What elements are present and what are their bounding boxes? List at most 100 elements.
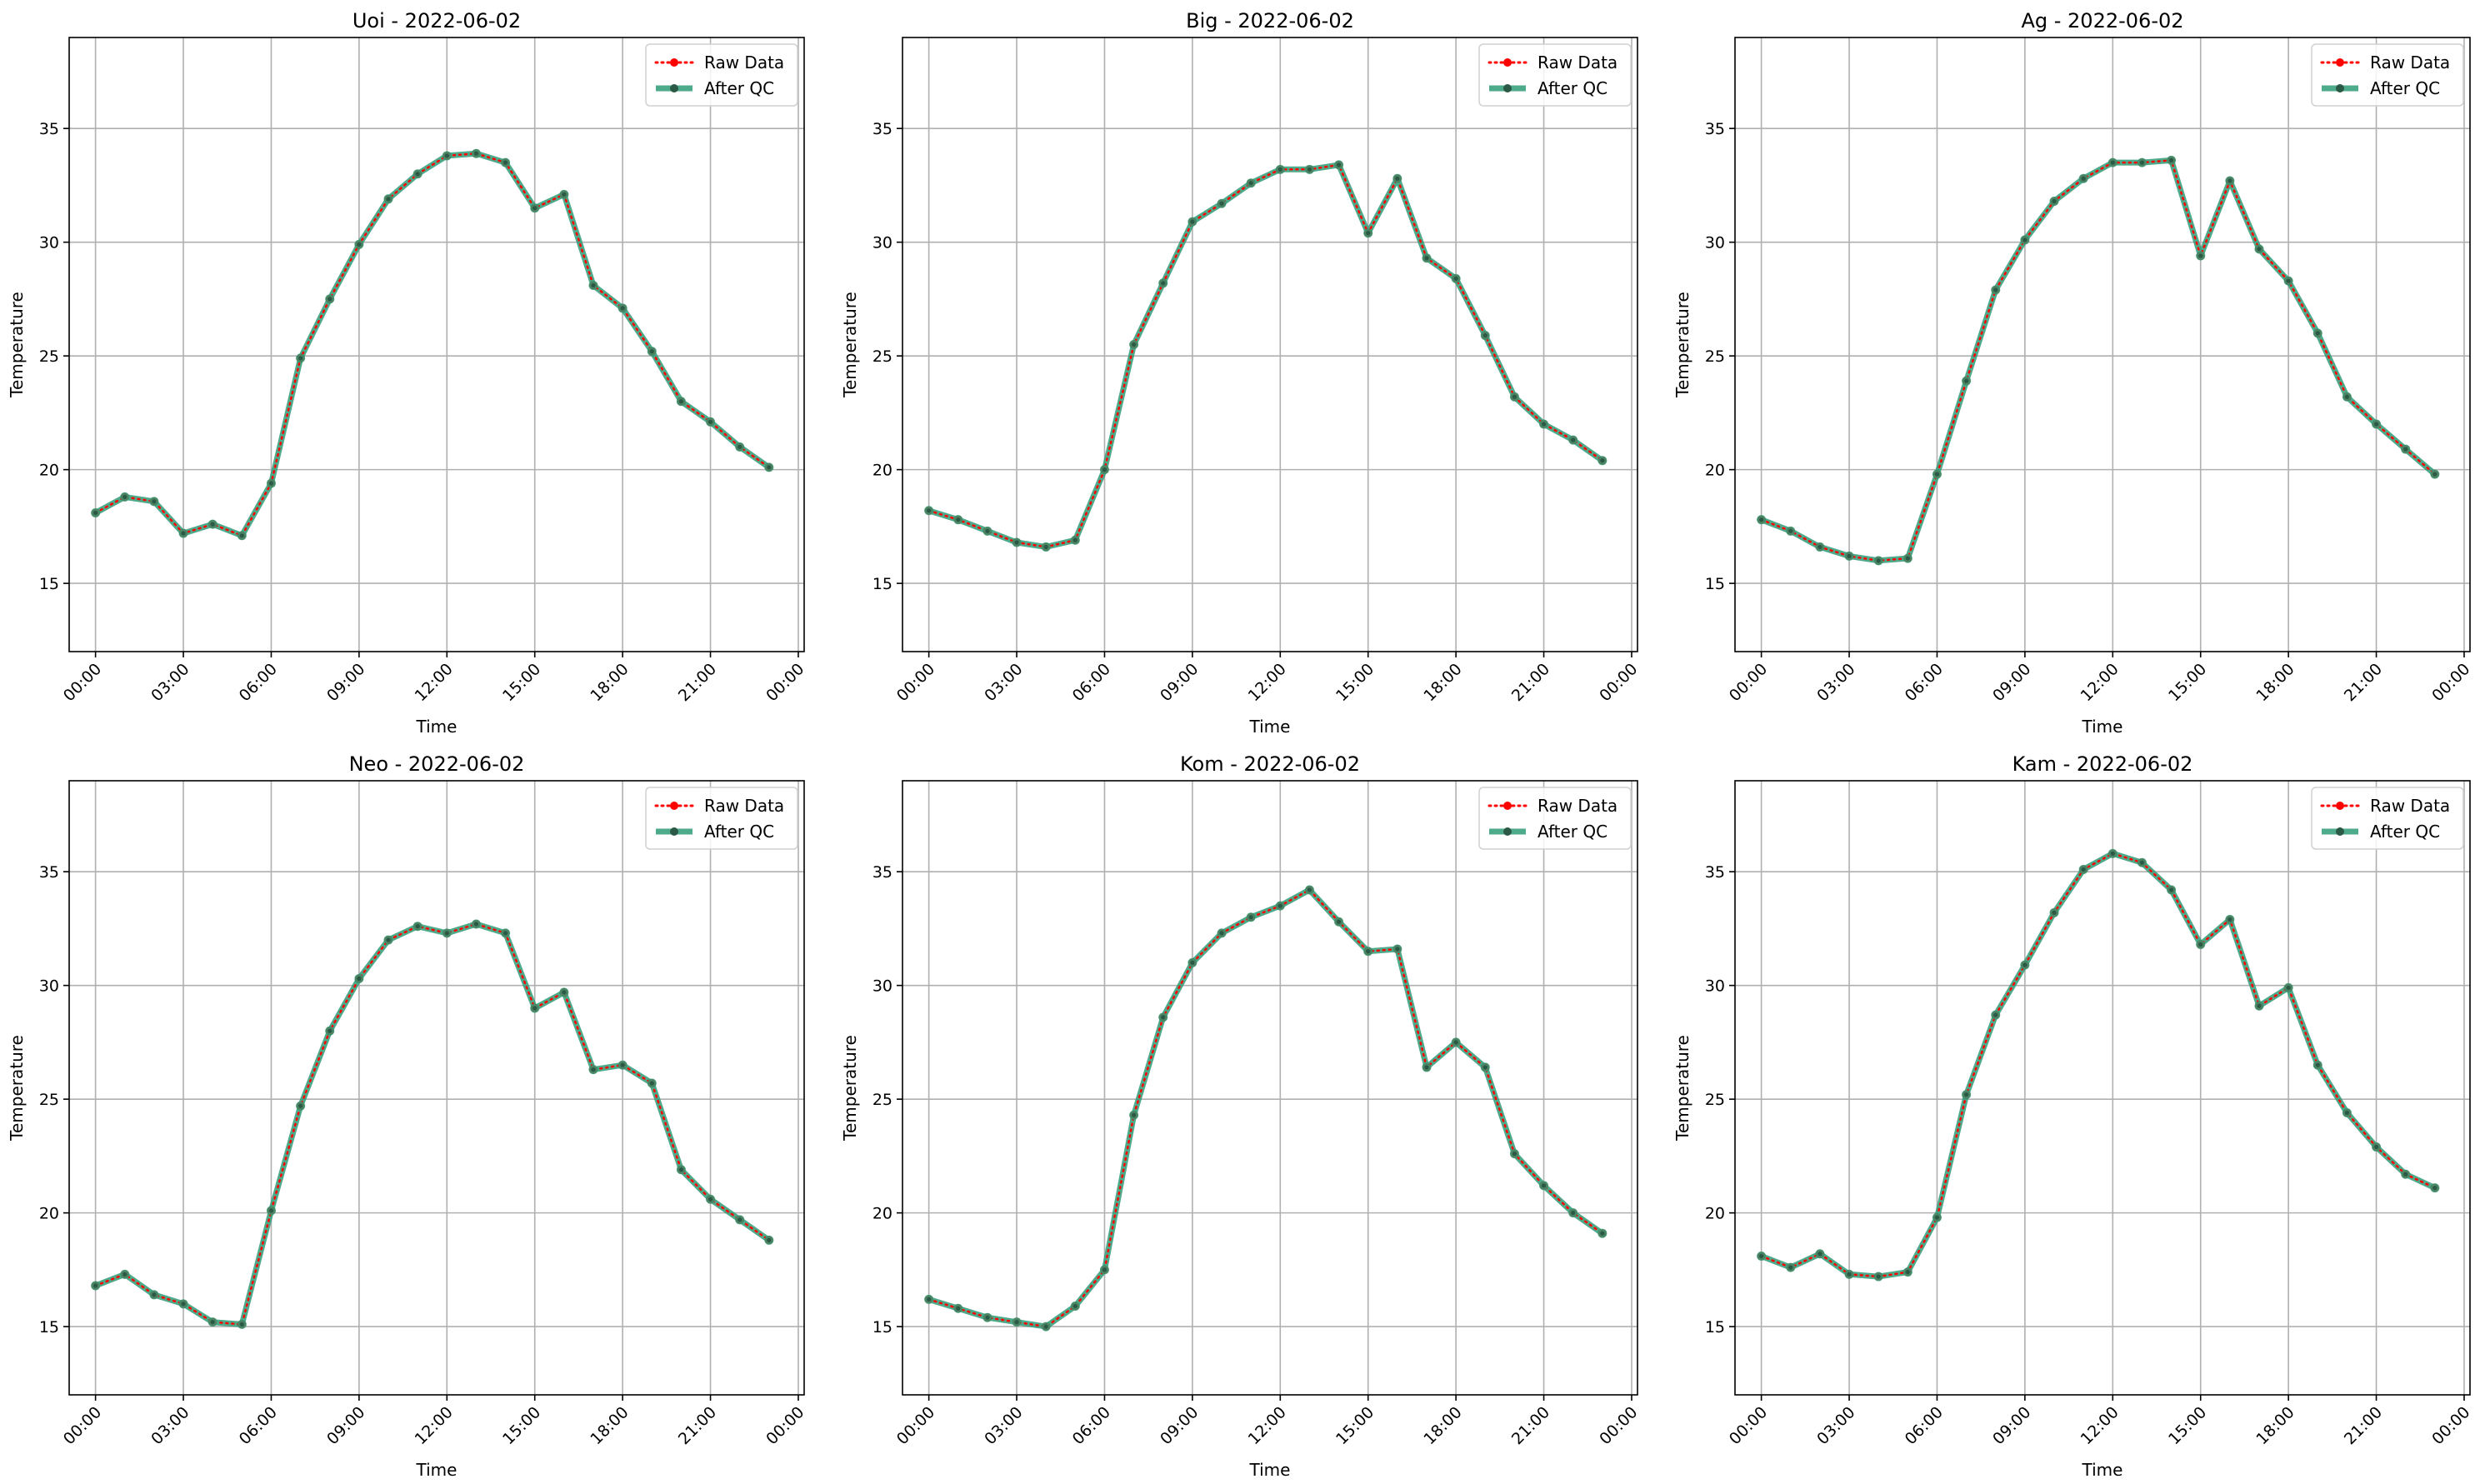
legend-qc-label: After QC	[704, 822, 774, 842]
subplot-6: Kam - 2022-06-02 15 20 25 30 35 00:00 03:00 06:0…	[1672, 752, 2474, 1480]
after-qc-point-center	[239, 533, 244, 538]
x-tick-label: 09:00	[323, 660, 368, 705]
subplot-title: Big - 2022-06-02	[1186, 9, 1354, 32]
after-qc-point-center	[1964, 378, 1969, 383]
x-tick-label: 06:00	[236, 660, 281, 705]
legend-qc-label: After QC	[1538, 822, 1608, 842]
after-qc-point-center	[2286, 985, 2291, 990]
subplot-title: Ag - 2022-06-02	[2021, 9, 2183, 32]
after-qc-point-center	[473, 922, 479, 927]
after-qc-point-center	[298, 356, 303, 361]
after-qc-point-center	[502, 160, 508, 165]
x-tick-label: 00:00	[2428, 1403, 2473, 1448]
x-tick-label: 21:00	[2341, 660, 2386, 705]
y-axis-label: Temperature	[1672, 292, 1692, 398]
x-tick-label: 12:00	[1245, 1403, 1290, 1448]
after-qc-point-center	[1788, 528, 1793, 533]
legend-qc-marker	[2336, 827, 2344, 836]
x-tick-label: 03:00	[981, 660, 1026, 705]
y-tick-label: 20	[1705, 1205, 1725, 1223]
after-qc-point-center	[2315, 1062, 2320, 1067]
after-qc-point-center	[2403, 447, 2408, 452]
after-qc-point-center	[181, 531, 186, 536]
legend-raw-marker	[1503, 58, 1512, 67]
after-qc-point-center	[562, 192, 567, 197]
x-tick-label: 06:00	[1069, 1403, 1114, 1448]
after-qc-point-center	[502, 931, 508, 936]
after-qc-point-center	[1876, 558, 1881, 563]
after-qc-point-center	[532, 1006, 538, 1011]
x-tick-label: 21:00	[1508, 1403, 1553, 1448]
y-tick-label: 25	[1705, 347, 1725, 366]
y-tick-label: 30	[39, 977, 59, 996]
x-tick-label: 18:00	[2252, 1403, 2298, 1448]
legend-raw-marker	[2336, 58, 2344, 67]
y-tick-label: 20	[872, 1205, 892, 1223]
after-qc-point-center	[2110, 851, 2115, 856]
after-qc-point-center	[1788, 1265, 1793, 1270]
series-after-qc-line	[92, 921, 772, 1327]
axes-frame	[68, 37, 805, 652]
after-qc-point-center	[2257, 1003, 2262, 1008]
series-raw-data-line	[94, 922, 771, 1326]
legend-qc-label: After QC	[2370, 822, 2440, 842]
x-tick-label: 06:00	[1902, 1403, 1947, 1448]
after-qc-point-center	[2081, 867, 2086, 872]
x-tick-label: 06:00	[1069, 660, 1114, 705]
y-tick-label: 35	[1705, 120, 1725, 138]
after-qc-point-center	[532, 206, 538, 211]
after-qc-point-center	[1759, 1253, 1764, 1259]
after-qc-point-center	[1453, 1040, 1458, 1045]
after-qc-point-center	[122, 494, 128, 499]
after-qc-point-center	[2022, 237, 2028, 242]
x-tick-label: 03:00	[148, 660, 192, 705]
legend-raw-marker	[670, 58, 678, 67]
after-qc-point-center	[1541, 1183, 1547, 1188]
legend-qc-marker	[670, 827, 678, 836]
after-qc-point-center	[678, 1167, 684, 1172]
legend-qc-label: After QC	[1538, 78, 1608, 98]
after-qc-point-center	[444, 931, 449, 936]
after-qc-point-center	[2139, 860, 2145, 865]
after-qc-point-center	[1219, 201, 1224, 206]
x-tick-label: 00:00	[893, 660, 938, 705]
y-tick-label: 20	[39, 462, 59, 480]
after-qc-point-center	[1132, 342, 1137, 347]
x-tick-label: 12:00	[412, 660, 457, 705]
after-qc-point-center	[2432, 472, 2438, 477]
after-qc-point-center	[2052, 198, 2057, 204]
after-qc-point-center	[1336, 919, 1342, 924]
series-raw-data-line	[94, 152, 771, 537]
after-qc-point-center	[1453, 276, 1458, 281]
after-qc-point-center	[985, 1315, 990, 1320]
after-qc-point-center	[122, 1272, 128, 1277]
legend: Raw Data After QC	[2311, 787, 2464, 850]
series-raw-data-line	[928, 888, 1604, 1328]
legend-raw-label: Raw Data	[704, 796, 784, 816]
after-qc-point-center	[2198, 253, 2203, 258]
after-qc-point-center	[1190, 960, 1195, 965]
after-qc-point-center	[268, 1208, 274, 1213]
after-qc-point-center	[649, 1081, 654, 1086]
y-tick-label: 15	[39, 575, 59, 593]
y-tick-label: 15	[1705, 1318, 1725, 1337]
after-qc-point-center	[298, 1103, 303, 1108]
after-qc-point-center	[1278, 167, 1282, 172]
subplot-title: Uoi - 2022-06-02	[352, 9, 521, 32]
y-tick-label: 35	[1705, 863, 1725, 882]
after-qc-point-center	[1014, 540, 1019, 545]
y-tick-label: 30	[39, 234, 59, 252]
after-qc-point-center	[1132, 1112, 1137, 1117]
y-axis-label: Temperature	[7, 292, 27, 398]
x-tick-label: 09:00	[1989, 660, 2034, 705]
legend-qc-label: After QC	[704, 78, 774, 98]
x-tick-label: 09:00	[323, 1403, 368, 1448]
after-qc-point-center	[2228, 178, 2232, 183]
legend-qc-marker	[1503, 827, 1512, 836]
after-qc-point-center	[2344, 394, 2350, 399]
x-axis-label: Time	[416, 717, 458, 737]
after-qc-point-center	[927, 508, 932, 513]
axes-frame	[1734, 780, 2471, 1396]
legend-raw-label: Raw Data	[2370, 52, 2450, 72]
after-qc-point-center	[1993, 1012, 1998, 1017]
